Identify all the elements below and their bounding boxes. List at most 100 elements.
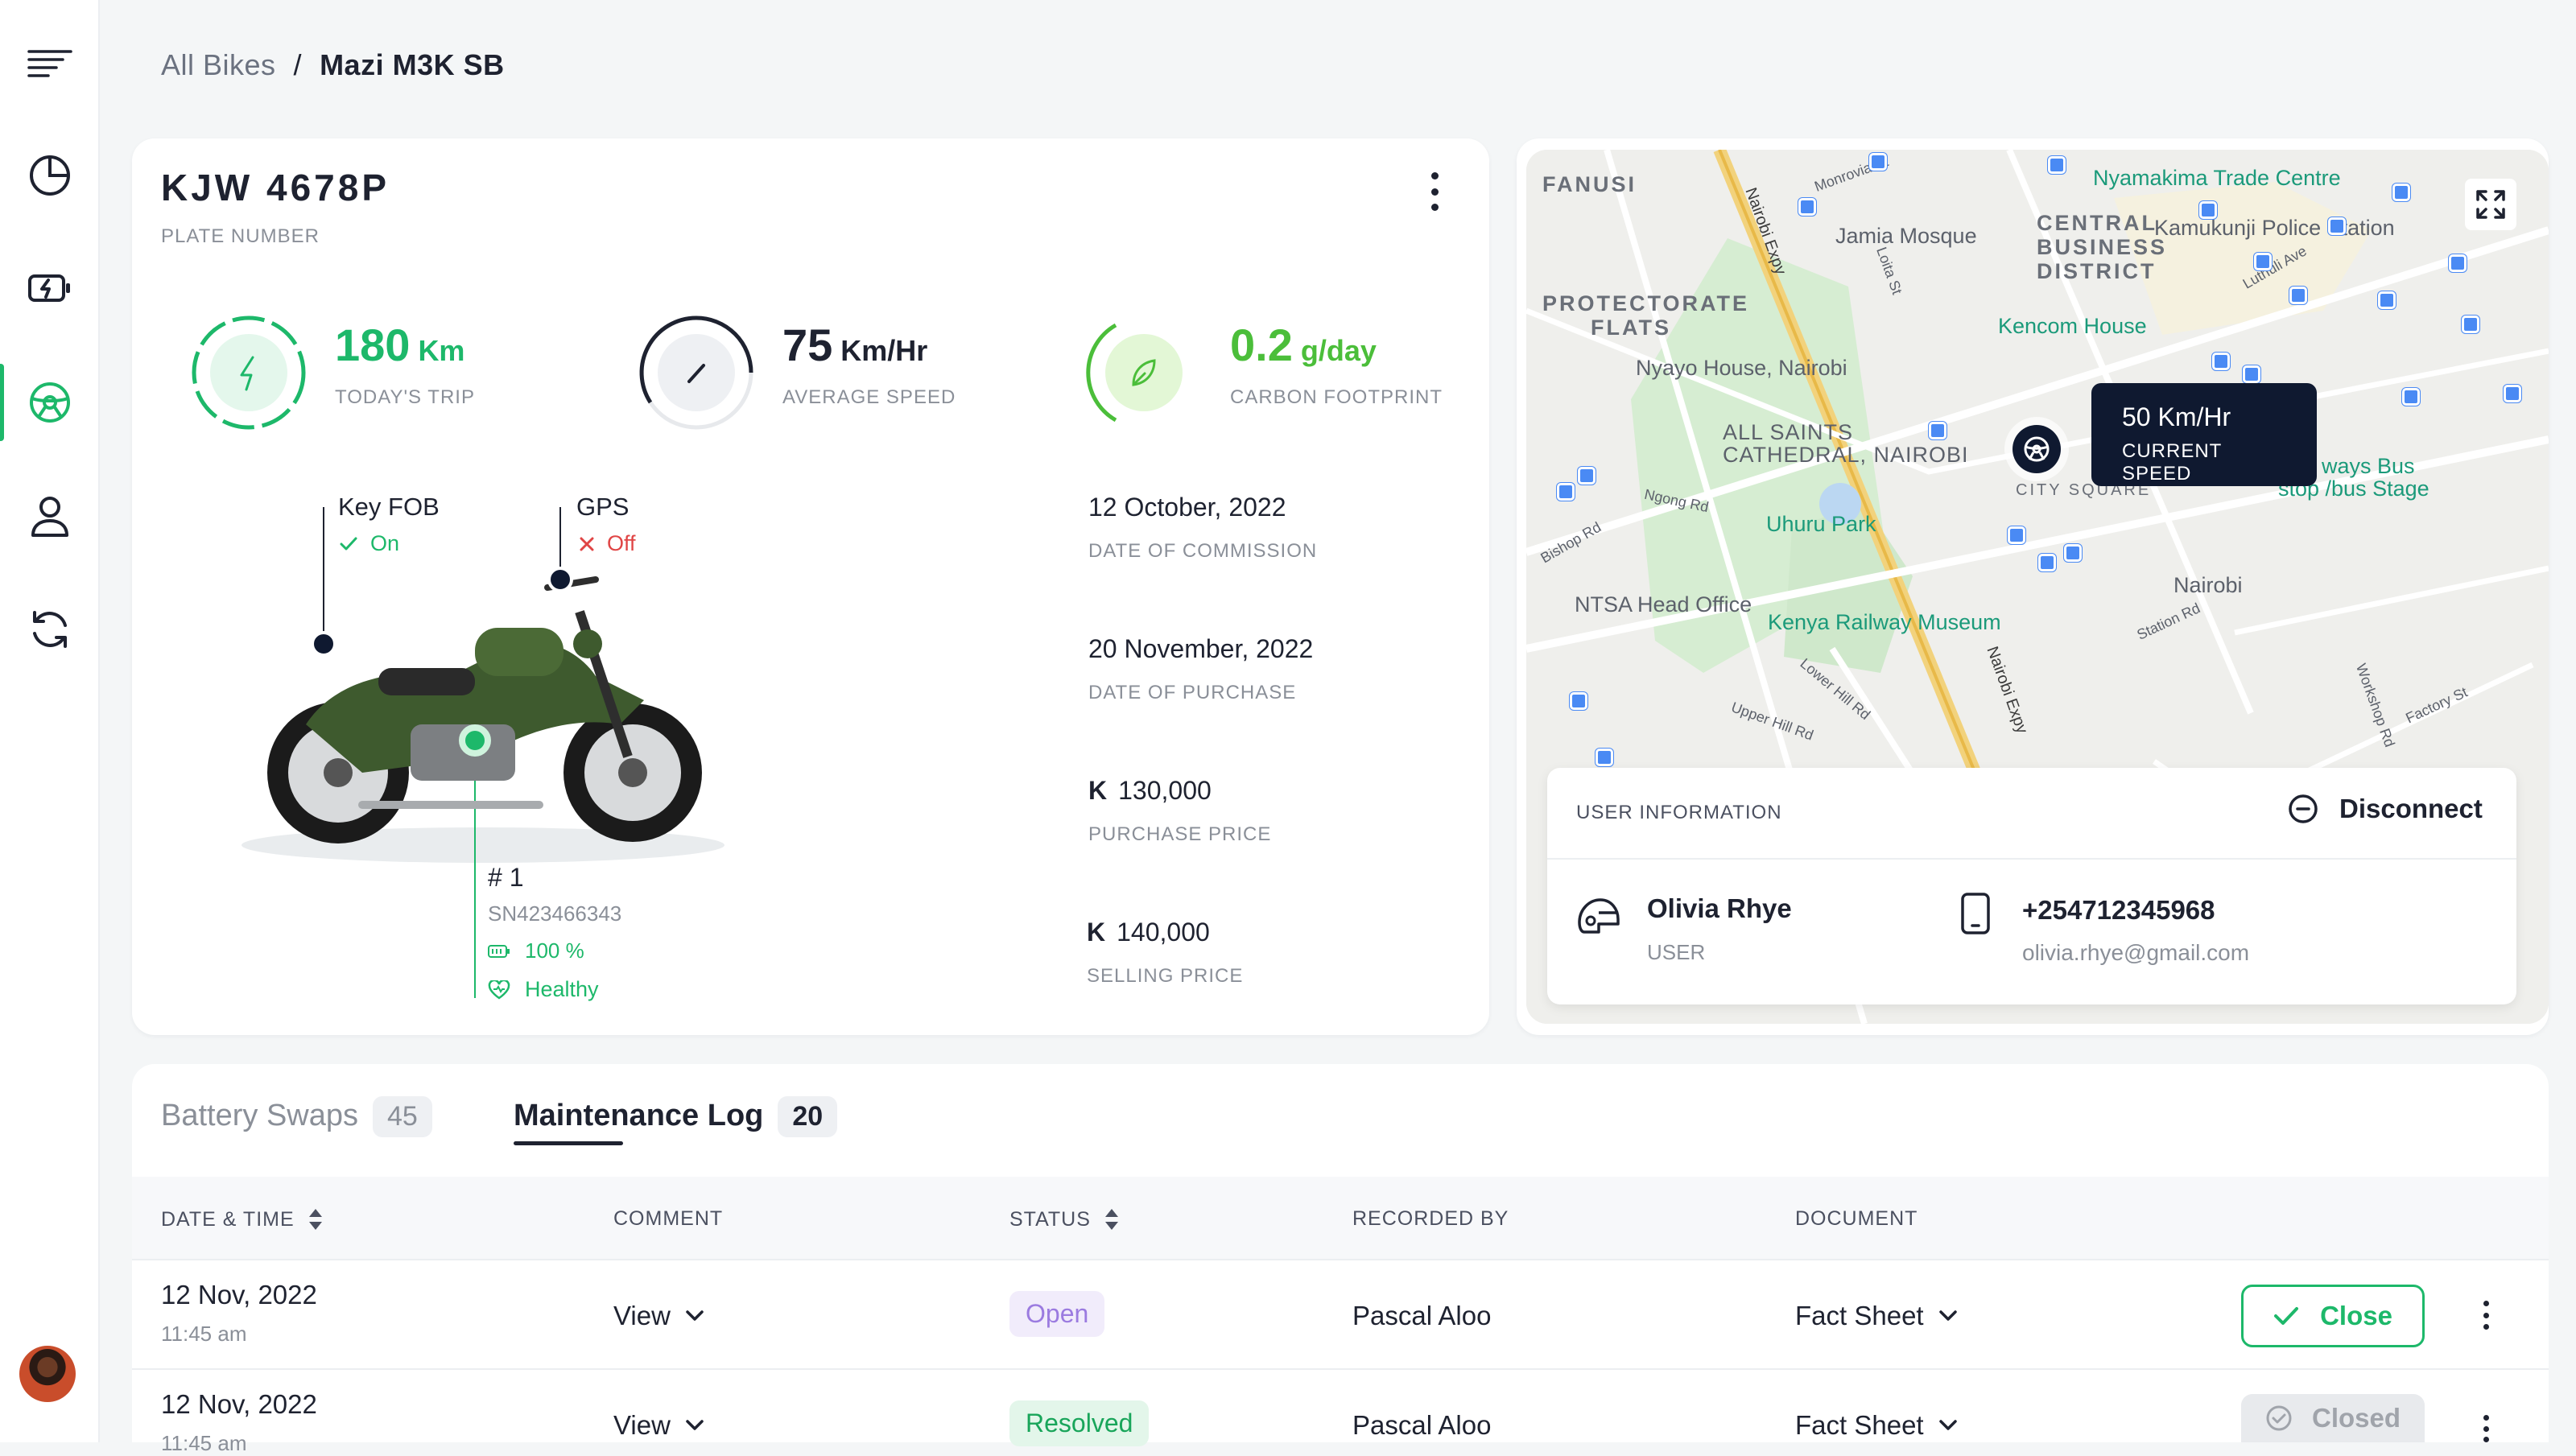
disconnect-button[interactable]: Disconnect [2288, 794, 2483, 824]
carbon-label: CARBON FOOTPRINT [1230, 386, 1443, 408]
purchase-price-label: PURCHASE PRICE [1088, 823, 1272, 845]
row-2-document-dropdown[interactable]: Fact Sheet [1795, 1410, 1958, 1441]
user-email[interactable]: olivia.rhye@gmail.com [2022, 940, 2250, 965]
map-area-business: BUSINESS [2037, 235, 2168, 259]
steering-wheel-icon[interactable] [24, 377, 76, 428]
user-name: Olivia Rhye [1647, 893, 1792, 923]
currency-icon: K [1087, 918, 1106, 947]
bus-stop-marker[interactable] [1869, 153, 1887, 171]
bus-stop-marker[interactable] [1578, 467, 1596, 485]
trip-value: 180 Km [335, 320, 465, 370]
avatar[interactable] [19, 1346, 76, 1402]
row-1-time: 11:45 am [161, 1322, 247, 1346]
user-information-panel: USER INFORMATION Disconnect Olivia Rhye … [1547, 768, 2516, 1004]
plate-number-label: PLATE NUMBER [161, 225, 320, 247]
purchase-price: 130,000 [1118, 776, 1212, 805]
map-place-nyamakima: Nyamakima Trade Centre [2093, 166, 2341, 190]
purchase-date: 20 November, 2022 [1088, 634, 1314, 663]
bus-stop-marker[interactable] [1570, 692, 1587, 710]
expand-icon[interactable] [2465, 179, 2516, 230]
sort-icon [1104, 1209, 1118, 1230]
map-place-nyayo: Nyayo House, Nairobi [1636, 356, 1847, 380]
bus-stop-marker[interactable] [1596, 749, 1613, 766]
row-1-comment-dropdown[interactable]: View [613, 1301, 704, 1331]
bus-stop-marker[interactable] [2402, 388, 2420, 406]
row-divider [132, 1368, 2549, 1370]
maintenance-log-count: 20 [778, 1096, 838, 1137]
bus-stop-marker[interactable] [2212, 353, 2230, 370]
bus-stop-marker[interactable] [1557, 483, 1575, 501]
bus-stop-marker[interactable] [2048, 156, 2066, 174]
battery-swaps-count: 45 [373, 1096, 432, 1137]
refresh-icon[interactable] [24, 604, 76, 655]
currency-icon: K [1088, 776, 1108, 805]
map-place-bus-stop-1: ways Bus [2322, 454, 2415, 478]
chevron-down-icon [1938, 1420, 1957, 1430]
user-icon[interactable] [24, 491, 76, 542]
row-1-recorded-by: Pascal Aloo [1352, 1301, 1492, 1330]
bus-stop-marker[interactable] [2378, 291, 2396, 309]
breadcrumb-all-bikes[interactable]: All Bikes [161, 48, 276, 81]
row-2-comment-dropdown[interactable]: View [613, 1410, 704, 1441]
bus-stop-marker[interactable] [2038, 554, 2056, 571]
check-icon [340, 537, 357, 550]
bus-stop-marker[interactable] [2254, 253, 2272, 270]
phone-icon [1959, 892, 1992, 939]
check-icon [2274, 1307, 2299, 1325]
bus-stop-marker[interactable] [2392, 184, 2410, 201]
selling-price-label: SELLING PRICE [1087, 965, 1244, 987]
bolt-icon [240, 356, 254, 391]
map-place-ntsa: NTSA Head Office [1575, 592, 1752, 617]
bus-stop-marker[interactable] [2462, 316, 2479, 333]
battery-charging-icon[interactable] [24, 262, 76, 314]
bus-stop-marker[interactable] [1798, 198, 1816, 216]
current-speed-label: CURRENT SPEED [2122, 440, 2222, 485]
sidebar [0, 0, 100, 1442]
bus-stop-marker[interactable] [2289, 287, 2307, 304]
bike-details-card [132, 138, 1489, 1035]
bus-stop-marker[interactable] [2504, 385, 2521, 402]
breadcrumb: All Bikes / Mazi M3K SB [161, 48, 505, 82]
menu-icon[interactable] [24, 39, 76, 90]
tab-maintenance-log[interactable]: Maintenance Log 20 [514, 1096, 838, 1137]
purchase-date-label: DATE OF PURCHASE [1088, 682, 1297, 703]
motorcycle-image [233, 483, 765, 998]
battery-charge: 100 % [488, 938, 584, 963]
th-date-time[interactable]: DATE & TIME [161, 1207, 324, 1231]
helmet-icon [1576, 895, 1621, 942]
bus-stop-marker[interactable] [2008, 526, 2025, 544]
battery-serial: SN423466343 [488, 901, 622, 926]
chevron-down-icon [686, 1310, 704, 1321]
row-2-more-icon[interactable] [2476, 1412, 2496, 1442]
speed-value: 75 Km/Hr [782, 320, 928, 370]
current-speed-value: 50 Km/Hr [2122, 402, 2231, 431]
divider [1547, 858, 2516, 860]
bus-stop-marker[interactable] [2328, 217, 2346, 235]
user-role: USER [1647, 940, 1706, 964]
map-area-central: CENTRAL [2037, 211, 2157, 235]
bus-stop-marker[interactable] [2243, 365, 2260, 383]
bus-stop-marker[interactable] [2199, 201, 2217, 219]
th-comment: COMMENT [613, 1207, 724, 1230]
bike-location-marker[interactable] [2004, 417, 2069, 481]
current-speed-tooltip: 50 Km/Hr CURRENT SPEED [2091, 383, 2317, 486]
row-1-more-icon[interactable] [2476, 1297, 2496, 1333]
pie-chart-icon[interactable] [24, 150, 76, 201]
bus-stop-marker[interactable] [2064, 544, 2082, 562]
commission-date: 12 October, 2022 [1088, 493, 1286, 522]
commission-date-block: 12 October, 2022 DATE OF COMMISSION [1088, 493, 1317, 563]
th-status[interactable]: STATUS [1009, 1207, 1120, 1231]
row-1-document-dropdown[interactable]: Fact Sheet [1795, 1301, 1958, 1331]
user-phone[interactable]: +254712345968 [2022, 895, 2215, 925]
speed-label: AVERAGE SPEED [782, 386, 956, 408]
th-recorded-by: RECORDED BY [1352, 1207, 1509, 1230]
bus-stop-marker[interactable] [2449, 254, 2467, 272]
row-2-recorded-by: Pascal Aloo [1352, 1410, 1492, 1440]
row-1-close-button[interactable]: Close [2241, 1285, 2425, 1347]
minus-circle-icon [2289, 794, 2318, 823]
bus-stop-marker[interactable] [1929, 422, 1946, 439]
user-information-title: USER INFORMATION [1576, 802, 1782, 823]
tab-battery-swaps[interactable]: Battery Swaps 45 [161, 1096, 432, 1137]
more-vertical-icon[interactable] [1425, 167, 1444, 216]
carbon-value: 0.2 g/day [1230, 320, 1377, 370]
